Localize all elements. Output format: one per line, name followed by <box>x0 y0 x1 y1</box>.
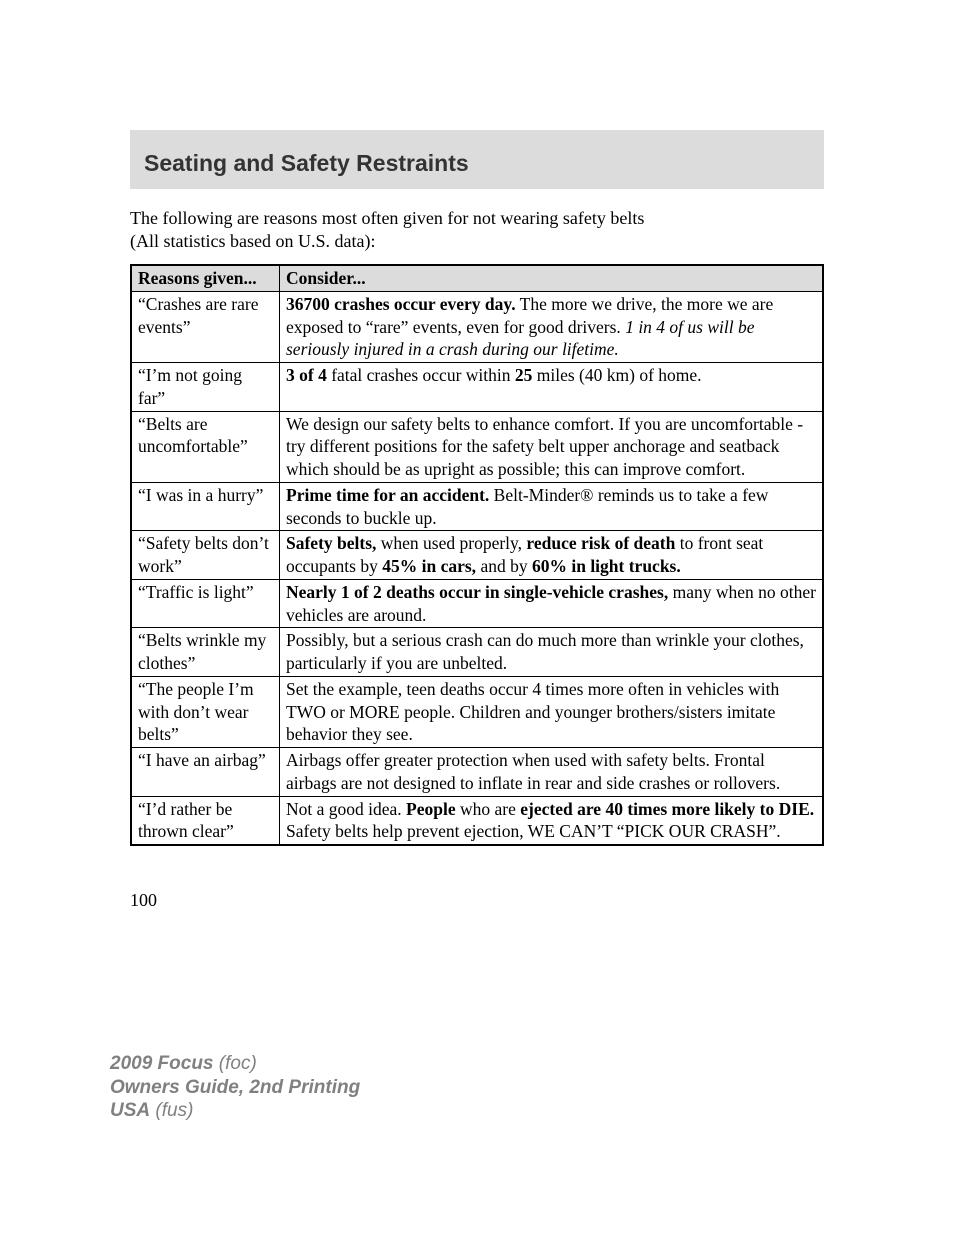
reason-cell: “I’m not going far” <box>131 363 280 412</box>
reason-cell: “Belts are uncomfortable” <box>131 411 280 482</box>
table-header-reasons: Reasons given... <box>131 265 280 292</box>
footer-region: USA <box>110 1100 150 1121</box>
reason-cell: “Safety belts don’t work” <box>131 531 280 580</box>
reason-cell: “The people I’m with don’t wear belts” <box>131 676 280 747</box>
intro-line2: (All statistics based on U.S. data): <box>130 231 375 251</box>
footer: 2009 Focus (foc) Owners Guide, 2nd Print… <box>110 1052 360 1123</box>
table-body: “Crashes are rare events”36700 crashes o… <box>131 291 823 845</box>
page-number: 100 <box>130 890 824 911</box>
consider-cell: 36700 crashes occur every day. The more … <box>280 291 824 362</box>
consider-cell: Not a good idea. People who are ejected … <box>280 796 824 845</box>
reasons-table: Reasons given... Consider... “Crashes ar… <box>130 264 824 846</box>
reason-cell: “Belts wrinkle my clothes” <box>131 628 280 677</box>
table-row: “I was in a hurry”Prime time for an acci… <box>131 482 823 531</box>
table-row: “Safety belts don’t work”Safety belts, w… <box>131 531 823 580</box>
reason-cell: “Crashes are rare events” <box>131 291 280 362</box>
consider-cell: Nearly 1 of 2 deaths occur in single-veh… <box>280 579 824 628</box>
footer-guide: Owners Guide, 2nd Printing <box>110 1077 360 1098</box>
consider-cell: Set the example, teen deaths occur 4 tim… <box>280 676 824 747</box>
section-title: Seating and Safety Restraints <box>144 150 810 177</box>
table-row: “I have an airbag”Airbags offer greater … <box>131 748 823 797</box>
consider-cell: Safety belts, when used properly, reduce… <box>280 531 824 580</box>
page-content: Seating and Safety Restraints The follow… <box>0 0 954 911</box>
table-row: “I’d rather be thrown clear”Not a good i… <box>131 796 823 845</box>
consider-cell: 3 of 4 fatal crashes occur within 25 mil… <box>280 363 824 412</box>
table-row: “Belts are uncomfortable”We design our s… <box>131 411 823 482</box>
table-row: “Belts wrinkle my clothes”Possibly, but … <box>131 628 823 677</box>
consider-cell: We design our safety belts to enhance co… <box>280 411 824 482</box>
consider-cell: Prime time for an accident. Belt-Minder®… <box>280 482 824 531</box>
table-header-row: Reasons given... Consider... <box>131 265 823 292</box>
footer-model: 2009 Focus <box>110 1053 214 1074</box>
section-header-bar: Seating and Safety Restraints <box>130 130 824 189</box>
table-row: “Traffic is light”Nearly 1 of 2 deaths o… <box>131 579 823 628</box>
consider-cell: Possibly, but a serious crash can do muc… <box>280 628 824 677</box>
consider-cell: Airbags offer greater protection when us… <box>280 748 824 797</box>
intro-line1: The following are reasons most often giv… <box>130 208 644 228</box>
table-row: “Crashes are rare events”36700 crashes o… <box>131 291 823 362</box>
intro-text: The following are reasons most often giv… <box>130 207 824 254</box>
footer-region-code: (fus) <box>155 1100 193 1121</box>
reason-cell: “Traffic is light” <box>131 579 280 628</box>
table-row: “I’m not going far”3 of 4 fatal crashes … <box>131 363 823 412</box>
reason-cell: “I’d rather be thrown clear” <box>131 796 280 845</box>
table-row: “The people I’m with don’t wear belts”Se… <box>131 676 823 747</box>
table-header-consider: Consider... <box>280 265 824 292</box>
reason-cell: “I have an airbag” <box>131 748 280 797</box>
footer-model-code: (foc) <box>219 1053 257 1074</box>
reason-cell: “I was in a hurry” <box>131 482 280 531</box>
